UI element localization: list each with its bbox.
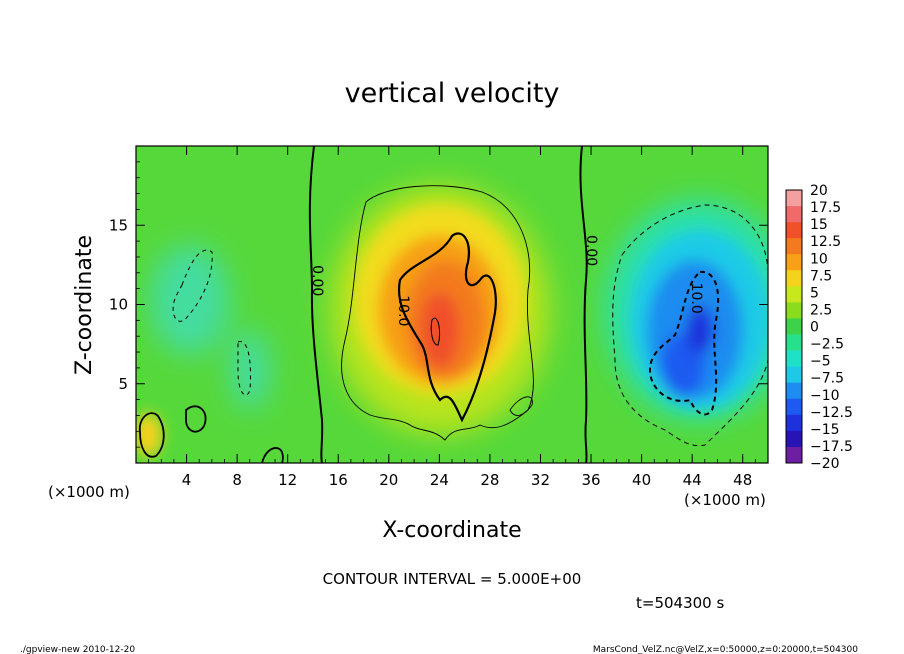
chart-title: vertical velocity [345,78,560,109]
contour-bottom-1 [261,447,284,463]
colorbar-swatch [786,398,802,416]
colorbar-swatch [786,270,802,287]
contour-lines [138,146,768,463]
colorbar-label: −5 [810,354,831,370]
contour-5-updraft [341,185,534,441]
contour-5-right-blob [509,396,533,416]
contour-zero-right [579,146,588,463]
contour-15-core [430,317,441,346]
y-tick-label: 5 [118,375,128,393]
x-tick-label: 36 [581,471,600,489]
colorbar-swatch [786,222,802,239]
colorbar-label: 12.5 [810,234,841,250]
x-axis-label: X-coordinate [382,518,521,543]
colorbar-label: −15 [810,422,840,438]
colorbar-label: −10 [810,388,840,404]
colorbar-swatch [786,318,802,335]
contour-neg5-small [237,341,251,396]
colorbar-swatch [786,334,802,351]
colorbar-label: −12.5 [810,405,853,421]
colorbar-label: −20 [810,456,840,472]
x-tick-label: 40 [632,471,651,489]
y-tick-label: 15 [109,216,128,234]
x-tick-label: 8 [232,471,242,489]
contour-zero-left [308,146,324,463]
colorbar-swatch [786,350,802,367]
colorbar-swatch [786,430,802,448]
colorbar-swatch [786,302,802,319]
colorbar-swatch [786,254,802,271]
x-tick-label: 28 [480,471,499,489]
y-axis-label: Z-coordinate [72,235,97,375]
footer-left: ./gpview-new 2010-12-20 [20,645,135,654]
x-tick-label: 24 [430,471,449,489]
contour-10-updraft [397,232,497,423]
contour-neg5-left [172,249,213,322]
x-tick-label: 16 [329,471,348,489]
colorbar-swatch [786,286,802,303]
colorbar-swatch [786,366,802,384]
x-tick-label: 32 [531,471,550,489]
x-tick-label: 12 [278,471,297,489]
contour-5-small [185,405,207,433]
footer-right: MarsCond_VelZ.nc@VelZ,x=0:50000,z=0:2000… [593,645,858,654]
x-unit-left: (×1000 m) [48,483,130,501]
contour-labels: 0.00 10.0 0.00 10.0 [309,235,704,326]
contour-label: 10.0 [395,295,411,326]
contour-label: 10.0 [688,283,704,314]
colorbar-label: −2.5 [810,337,844,353]
colorbar-label: 0 [810,320,819,336]
colorbar-swatch [786,446,802,464]
contour-interval: CONTOUR INTERVAL = 5.000E+00 [323,570,582,588]
x-unit-right: (×1000 m) [684,491,766,509]
contour-5-corner [138,412,165,458]
contour-neg10-downdraft [648,270,720,416]
colorbar-frame [785,189,803,464]
y-axis: 5 10 15 [109,161,768,448]
colorbar-label: 5 [810,285,819,301]
contour-label: 0.00 [309,265,325,296]
colorbar-swatch [786,238,802,255]
colorbar-label: 20 [810,183,828,199]
field-core [136,205,768,457]
colorbar-label: 10 [810,251,828,267]
x-axis: 4 8 12 16 20 24 28 32 36 40 44 48 [148,146,756,489]
plot-area [136,146,768,463]
time-label: t=504300 s [636,594,724,612]
x-tick-label: 48 [733,471,752,489]
x-tick-label: 4 [182,471,192,489]
colorbar-swatch [786,414,802,432]
colorbar-label: 2.5 [810,302,832,318]
colorbar-label: −7.5 [810,371,844,387]
x-tick-label: 20 [379,471,398,489]
colorbar-label: −17.5 [810,439,853,455]
contour-label: 0.00 [583,235,599,266]
y-tick-label: 10 [109,296,128,314]
colorbar-swatch [786,382,802,400]
colorbar-label: 17.5 [810,200,841,216]
colorbar-label: 7.5 [810,268,832,284]
x-tick-label: 44 [683,471,702,489]
colorbar-label: 15 [810,217,828,233]
colorbar-swatch [786,206,802,223]
contour-neg5-downdraft [612,204,768,447]
colorbar-swatch [786,190,802,207]
